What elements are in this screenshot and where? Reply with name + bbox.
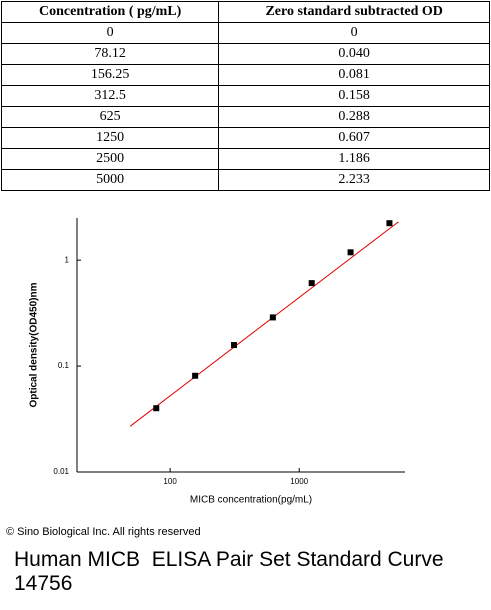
- data-point: [153, 405, 160, 412]
- y-axis-label: Optical density(OD450)nm: [29, 282, 40, 407]
- data-point: [269, 314, 276, 321]
- table-row: 1250 0.607: [0, 127, 490, 149]
- data-point: [308, 280, 315, 287]
- x-axis-label: MICB concentration(pg/mL): [190, 495, 312, 506]
- x-tick-label: 1000: [290, 477, 308, 486]
- copyright: © Sino Biological Inc. All rights reserv…: [6, 526, 201, 538]
- y-tick-label: 1: [65, 255, 70, 264]
- table-cell: 2.233: [218, 169, 490, 191]
- data-point: [230, 342, 237, 349]
- y-tick-label: 0.01: [53, 467, 69, 476]
- table-cell: 5000: [0, 169, 220, 191]
- fit-line: [129, 221, 399, 427]
- table-row: 5000 2.233: [0, 169, 490, 191]
- data-point: [386, 220, 393, 227]
- data-point: [347, 249, 354, 256]
- caption: Human MICB ELISA Pair Set Standard Curve…: [14, 548, 450, 595]
- chart: 0.01 0.1 1 100 1000 MICB concentration(pg/mL)…: [29, 218, 405, 506]
- table-row: 312.5 0.158: [0, 85, 490, 107]
- data-table: Concentration ( pg/mL) Zero standard subt…: [0, 1, 490, 191]
- table-cell: 312.5: [0, 85, 220, 107]
- data-point: [192, 372, 199, 379]
- y-tick-label: 0.1: [58, 361, 70, 370]
- x-tick-label: 100: [163, 477, 177, 486]
